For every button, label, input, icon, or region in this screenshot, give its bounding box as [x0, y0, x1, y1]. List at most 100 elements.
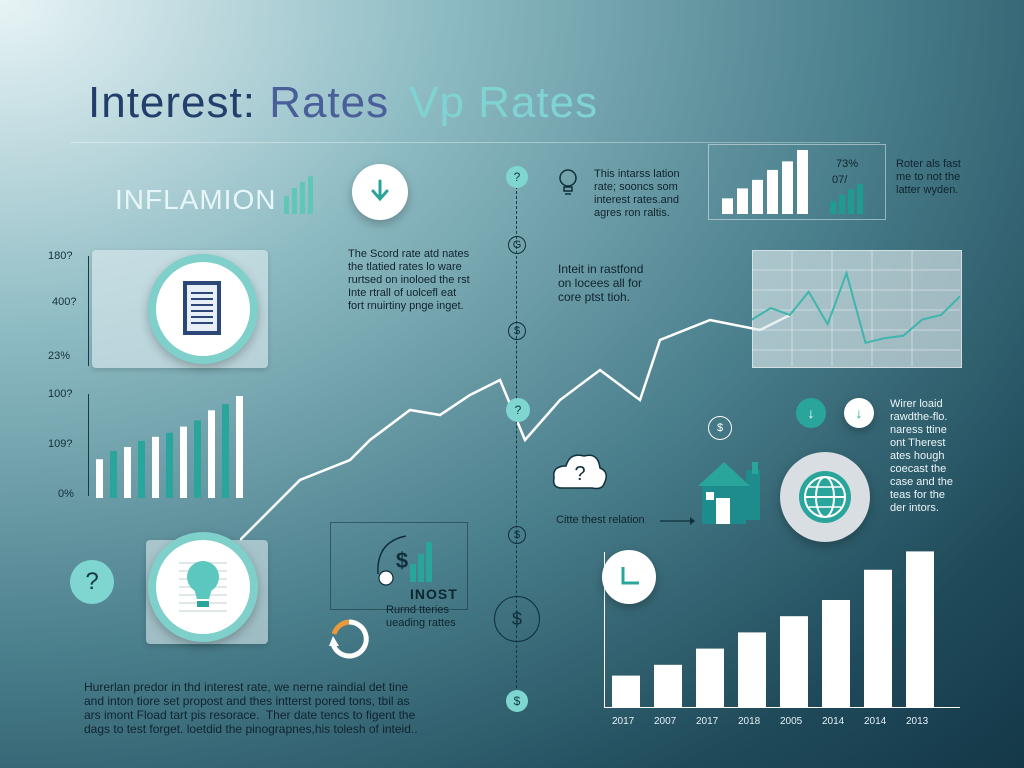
timeline-line [516, 186, 517, 698]
inost-box [330, 522, 468, 610]
pct-label: 73% [836, 158, 859, 170]
lightbulb-icon [148, 532, 258, 642]
x-tick-label: 2017 [612, 716, 635, 727]
pct-label: 07/ [832, 174, 848, 186]
bottom-right-bar-chart [612, 551, 934, 708]
title-part-2: Rates [269, 78, 390, 127]
top-mini-bar-chart [830, 184, 863, 214]
bar [654, 664, 682, 708]
bar [96, 459, 103, 498]
x-tick-label: 2013 [906, 716, 929, 727]
x-tick-label: 2017 [696, 716, 719, 727]
clock-icon [602, 550, 656, 604]
bar [737, 188, 748, 214]
bar [857, 184, 863, 214]
bar [822, 600, 850, 708]
axis-label: 23% [48, 350, 71, 362]
bar [208, 410, 215, 498]
dollar-chart-icon: $ [377, 535, 432, 586]
x-tick-label: 2018 [738, 716, 761, 727]
page-title: Interest: Rates Vp Rates [88, 78, 598, 128]
bar [180, 426, 187, 498]
axis-label: 0% [58, 488, 74, 500]
right-mid-note: Wirer loaid rawdthe-flo. naress ttine on… [890, 398, 953, 514]
bar [222, 404, 229, 498]
bar [138, 440, 145, 498]
left-top-axis: 180? 400? 23% [48, 250, 88, 368]
mid-note: The Scord rate atd nates the tlatied rat… [348, 248, 470, 312]
dollar-icon: $ [708, 416, 732, 440]
title-part-1: Interest: [88, 78, 270, 127]
inost-title: INOST [410, 586, 458, 602]
right-panel-lines [752, 250, 960, 366]
arrow-icon [660, 517, 695, 525]
bar [738, 632, 766, 708]
left-bar-axis: 100? 109? 0% [48, 388, 84, 500]
bar [767, 169, 778, 214]
bar [110, 451, 117, 498]
bar [864, 569, 892, 708]
bar [848, 189, 854, 214]
question-icon: ? [70, 560, 114, 604]
document-icon [148, 254, 258, 364]
bar [194, 420, 201, 498]
axis-line [604, 552, 605, 708]
title-divider [70, 142, 880, 143]
axis-label: 400? [52, 296, 77, 308]
bar [752, 179, 763, 214]
timeline-node: $ [506, 690, 528, 712]
bar [696, 648, 724, 708]
timeline-node: ? [506, 166, 528, 188]
clock-small-icon: ↓ [796, 398, 826, 428]
clock-small-icon-2: ↓ [844, 398, 874, 428]
house-icon [698, 462, 760, 524]
svg-text:$: $ [396, 548, 408, 573]
timeline-node: $ [508, 322, 526, 340]
axis-line [88, 394, 89, 496]
question-cloud-icon: ? [552, 454, 607, 490]
center-note: Inteit in rastfond on locees all for cor… [558, 262, 644, 304]
bar [612, 675, 640, 708]
top-chart-box [708, 144, 886, 220]
bar [236, 396, 243, 498]
bar [906, 551, 934, 708]
bar [830, 201, 836, 214]
title-part-3: Vp Rates [409, 78, 599, 127]
svg-text:?: ? [574, 463, 585, 485]
axis-label: 109? [48, 438, 73, 450]
bottom-right-x-axis: 2017 2007 2017 2018 2005 2014 2014 2013 [612, 716, 962, 730]
bar [782, 161, 793, 214]
bar [839, 194, 845, 214]
axis-label: 180? [48, 250, 73, 262]
right-top-note: Roter als fast me to not the latter wyde… [896, 158, 961, 196]
lightbulb-small-icon [559, 169, 577, 195]
mini-bar-icon [284, 176, 313, 214]
inost-sub: Rurnd tteries ueading rattes [386, 604, 456, 629]
x-tick-label: 2005 [780, 716, 803, 727]
inflation-label: INFLAMION [115, 184, 277, 215]
bar [124, 447, 131, 498]
bar [722, 198, 733, 214]
top-note: This intarss lation rate; sooncs som int… [594, 168, 680, 219]
top-bar-chart [722, 150, 808, 214]
bar [152, 436, 159, 498]
globe-icon [780, 452, 870, 542]
axis-line [88, 256, 89, 366]
left-bar-chart [96, 396, 243, 498]
timeline-node: $ [508, 526, 526, 544]
timeline-node: ? [506, 398, 530, 422]
x-tick-label: 2007 [654, 716, 677, 727]
bar [166, 432, 173, 498]
timeline-node: $ [494, 596, 540, 642]
refresh-icon [329, 619, 369, 659]
x-tick-label: 2014 [864, 716, 887, 727]
bar [797, 150, 808, 214]
series-line [752, 269, 960, 345]
house-note: Citte thest relation [556, 514, 645, 526]
bar [780, 616, 808, 708]
bottom-note: Hurerlan predor in thd interest rate, we… [84, 680, 418, 736]
x-tick-label: 2014 [822, 716, 845, 727]
check-icon [352, 164, 408, 220]
axis-label: 100? [48, 388, 73, 400]
timeline-node: G [508, 236, 526, 254]
